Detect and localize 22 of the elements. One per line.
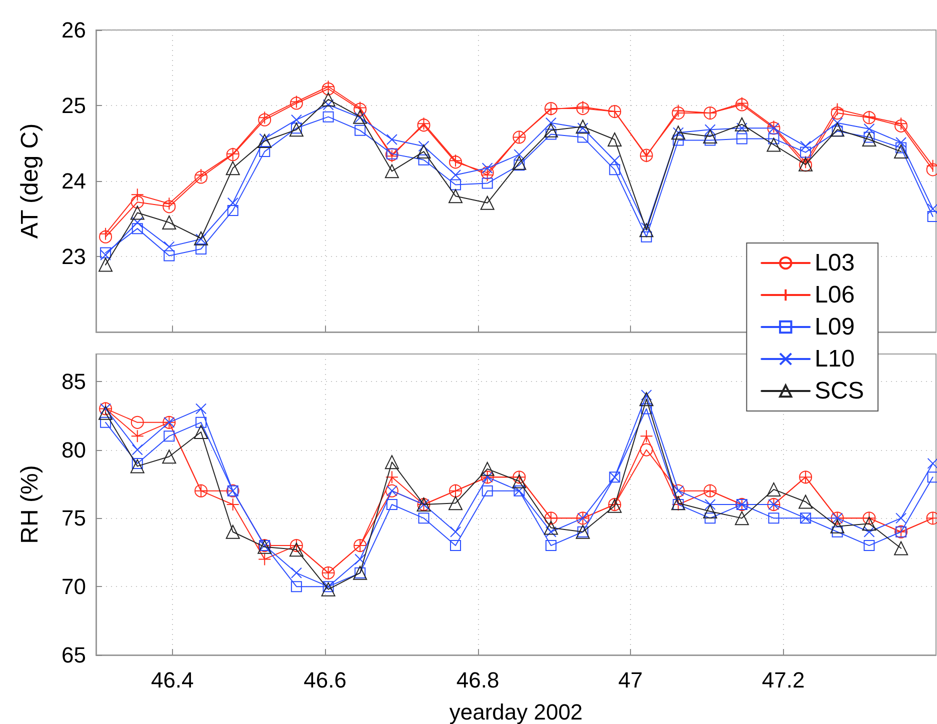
x-axis-title: yearday 2002 (449, 700, 583, 724)
legend-label: L03 (814, 250, 855, 276)
legend-label: L06 (814, 282, 855, 308)
y-tick-label: 85 (62, 368, 86, 394)
legend-label: SCS (814, 378, 864, 404)
legend-label: L09 (814, 314, 855, 340)
x-tick-label: 46.4 (150, 668, 194, 692)
y-tick-label: 23 (62, 244, 86, 269)
y-tick-label: 24 (62, 168, 86, 194)
x-tick-label: 47.2 (762, 668, 805, 692)
y-tick-label: 75 (62, 506, 86, 531)
y-tick-label: 25 (62, 93, 86, 118)
x-tick-label: 47 (618, 668, 643, 692)
y-tick-label: 65 (62, 642, 86, 668)
x-tick-label: 46.6 (304, 668, 347, 692)
y-tick-label: 70 (62, 574, 86, 600)
x-tick-label: 46.8 (456, 668, 500, 692)
y-tick-label: 80 (62, 437, 86, 462)
y-axis-title: RH (%) (16, 465, 44, 544)
legend-label: L10 (814, 346, 855, 372)
y-axis-title: AT (deg C) (16, 123, 44, 239)
y-tick-label: 26 (62, 18, 86, 42)
